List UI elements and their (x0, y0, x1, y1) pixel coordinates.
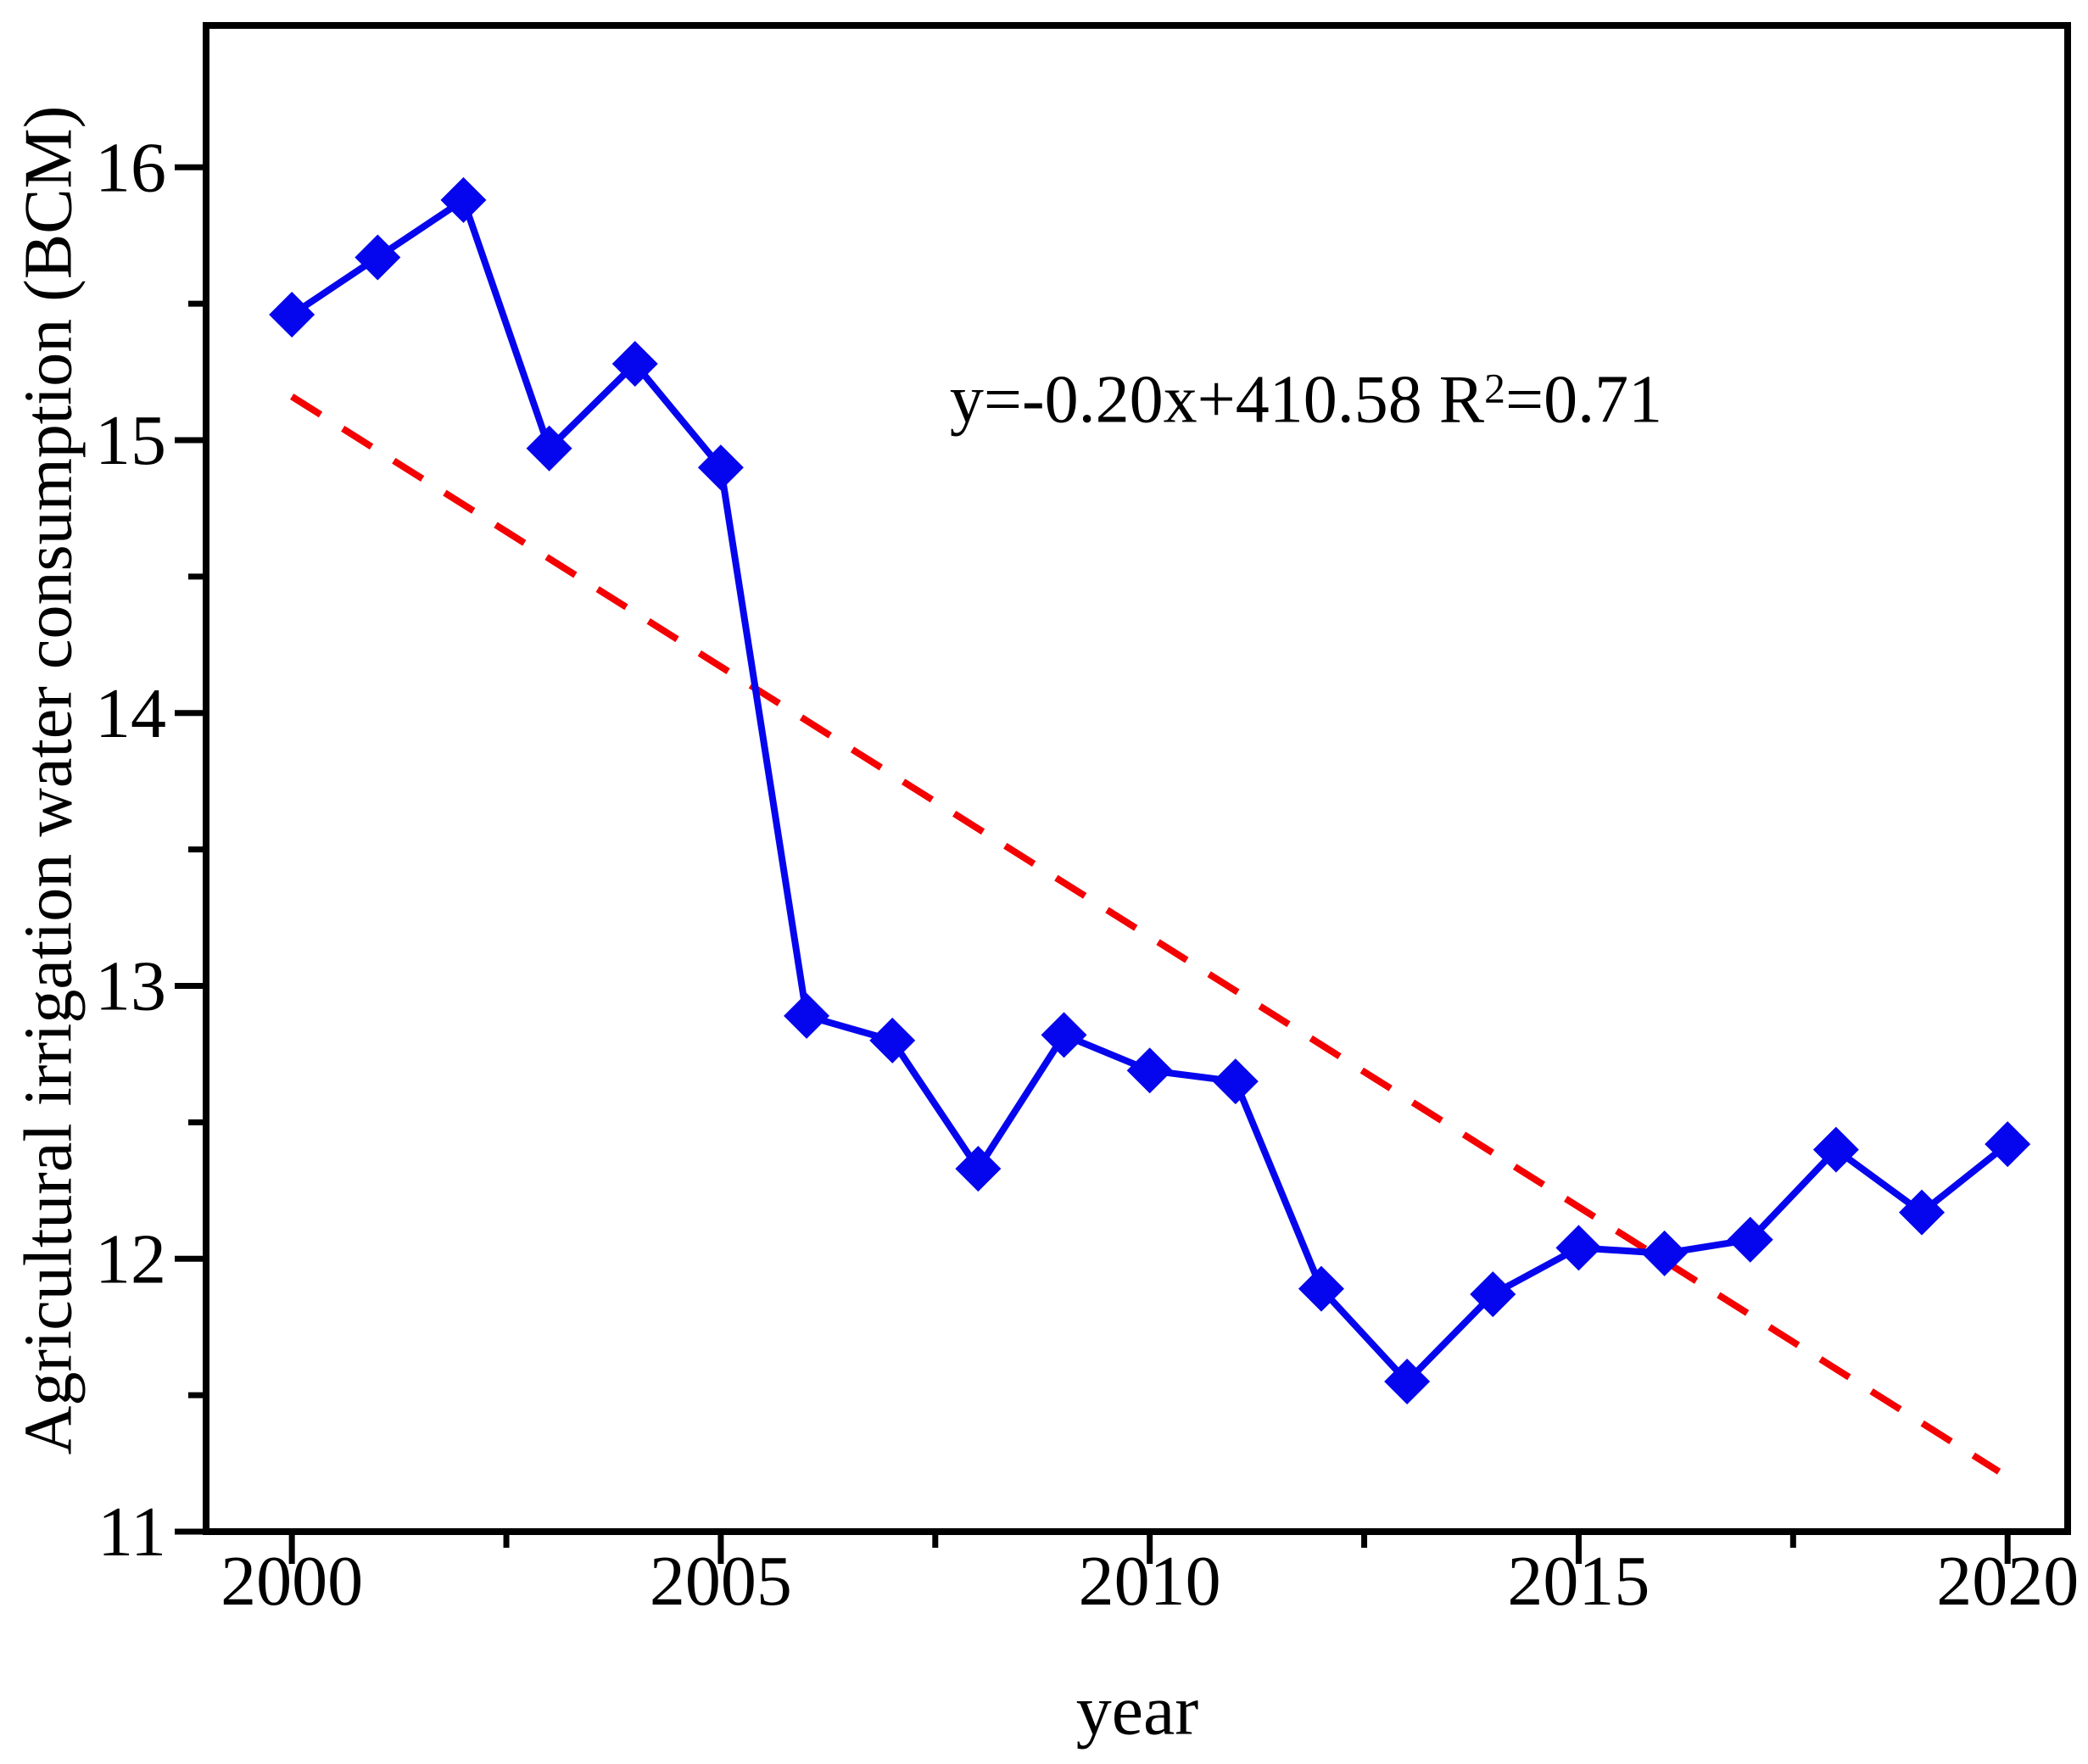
y-tick-label: 12 (95, 1220, 166, 1298)
data-point-marker (1812, 1126, 1859, 1173)
data-point-marker (611, 340, 658, 387)
data-point-marker (784, 992, 830, 1039)
y-tick-label: 16 (95, 128, 166, 207)
data-point-marker (1041, 1012, 1087, 1058)
x-tick-label: 2005 (650, 1542, 792, 1621)
trend-equation-annotation: y=-0.20x+410.58 R2=0.71 (950, 362, 1662, 439)
plot-frame (203, 22, 2071, 1535)
data-point-marker (1899, 1189, 1946, 1236)
x-tick-label: 2015 (1507, 1542, 1650, 1621)
data-point-marker (1470, 1271, 1516, 1318)
data-point-marker (1126, 1047, 1173, 1094)
data-point-marker (269, 292, 315, 338)
x-tick-label: 2010 (1079, 1542, 1221, 1621)
data-point-marker (355, 234, 401, 281)
data-point-marker (1985, 1121, 2031, 1168)
y-tick-label: 11 (98, 1493, 166, 1571)
data-point-marker (440, 176, 487, 223)
data-point-marker (955, 1146, 1002, 1192)
y-axis-title: Agricultural irrigation water consumptio… (11, 105, 87, 1455)
data-point-marker (1384, 1359, 1431, 1405)
y-tick-label: 13 (95, 947, 166, 1026)
data-point-marker (1298, 1265, 1344, 1312)
x-tick-label: 2020 (1936, 1542, 2079, 1621)
data-point-marker (1212, 1058, 1259, 1105)
data-point-marker (1641, 1230, 1688, 1276)
data-point-marker (869, 1017, 916, 1063)
trend-line (290, 394, 2001, 1475)
x-tick-label: 2000 (221, 1542, 363, 1621)
equation-superscript-icon: 2 (1484, 365, 1505, 412)
y-tick-label: 15 (95, 401, 166, 480)
data-point-marker (526, 425, 572, 472)
data-point-marker (1555, 1225, 1602, 1271)
data-point-marker (1727, 1216, 1773, 1263)
equation-text: y=-0.20x+410.58 R (949, 362, 1485, 438)
equation-suffix: =0.71 (1505, 362, 1663, 438)
x-axis-title: year (1075, 1671, 1199, 1750)
y-tick-label: 14 (95, 674, 166, 753)
data-point-marker (697, 444, 744, 491)
